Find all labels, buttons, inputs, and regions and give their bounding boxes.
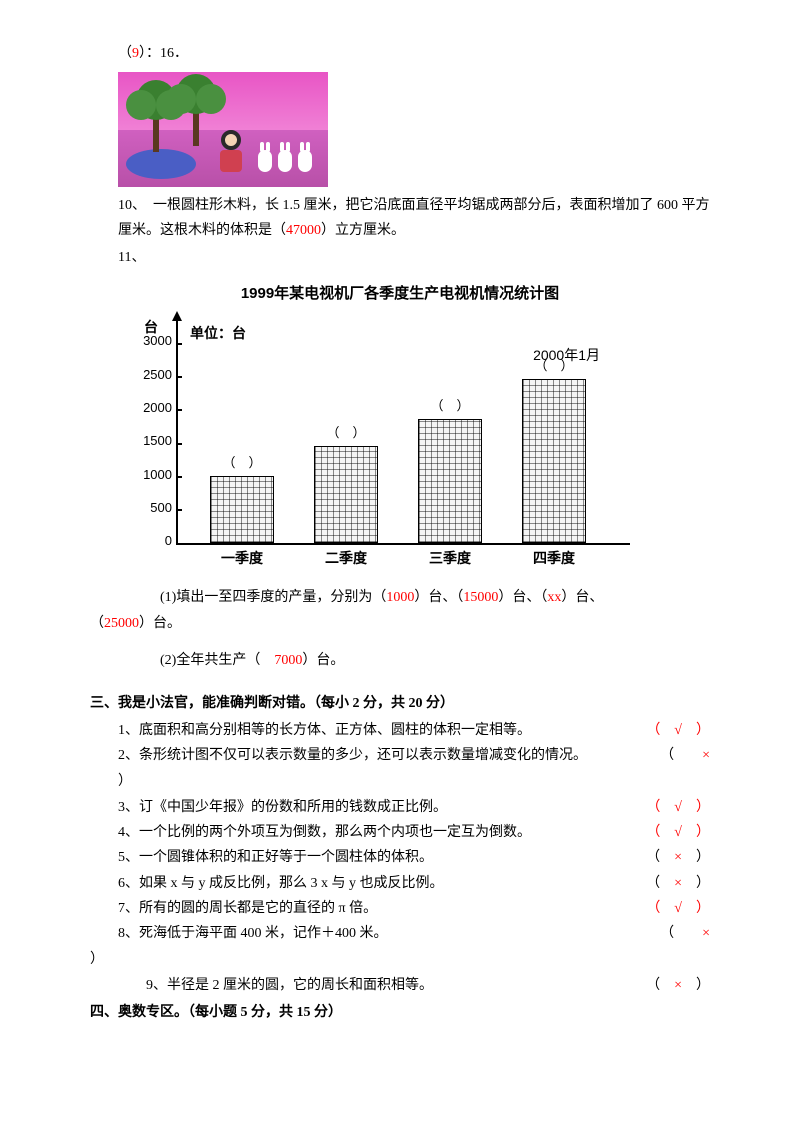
question-11-label: 11、 (90, 245, 710, 270)
y-tick (176, 509, 182, 511)
x-category-label: 二季度 (301, 546, 391, 571)
section-4-heading: 四、奥数专区。（每小题 5 分，共 15 分） (90, 1000, 710, 1025)
judge-7-mark: （ √ ） (646, 896, 710, 921)
judge-6-mark: （ × ） (646, 871, 710, 896)
x-axis-line (176, 543, 630, 545)
y-tick-label: 1500 (138, 429, 172, 452)
q11-2-answer: 7000 (274, 653, 302, 668)
judge-4-mark: （ √ ） (646, 820, 710, 845)
chart-plot-area: 台 单位：台 2000年1月 050010001500200025003000（… (140, 315, 640, 575)
question-9: （9）：16． (90, 41, 710, 66)
q11-sub2: (2)全年共生产（ 7000）台。 (90, 648, 710, 673)
judge-2-mark: （ × (660, 743, 710, 768)
cartoon-illustration (118, 72, 328, 187)
q9-paren-open: （ (118, 46, 132, 61)
judge-7: 7、所有的圆的周长都是它的直径的 π 倍。 （ √ ） (90, 896, 710, 921)
y-tick-label: 1000 (138, 463, 172, 486)
judge-5: 5、一个圆锥体积的和正好等于一个圆柱体的体积。 （ × ） (90, 845, 710, 870)
q11-sub1-line2: （25000）台。 (90, 611, 710, 636)
chart-unit-label: 单位：台 (190, 321, 246, 346)
x-category-label: 三季度 (405, 546, 495, 571)
judge-2-close: ） (90, 769, 710, 794)
x-category-label: 一季度 (197, 546, 287, 571)
judge-4-question: 4、一个比例的两个外项互为倒数，那么两个内项也一定互为倒数。 (118, 825, 531, 840)
judge-8-close: ） (90, 947, 710, 972)
judge-9: 9、半径是 2 厘米的圆，它的周长和面积相等。 （ × ） (90, 973, 710, 998)
judge-8: 8、死海低于海平面 400 米，记作＋400 米。 （ × (90, 921, 710, 946)
judge-9-question: 9、半径是 2 厘米的圆，它的周长和面积相等。 (146, 978, 433, 993)
q10-text: 10、 一根圆柱形木料，长 1.5 厘米，把它沿底面直径平均锯成两部分后，表面积… (118, 198, 710, 238)
judge-2: 2、条形统计图不仅可以表示数量的多少，还可以表示数量增减变化的情况。 （ × (90, 743, 710, 768)
chart-title: 1999年某电视机厂各季度生产电视机情况统计图 (140, 280, 660, 307)
bar-value-placeholder: （ ） (418, 394, 482, 417)
q11-1-ans-c: xx (547, 590, 561, 605)
q10-answer: 47000 (286, 223, 321, 238)
y-tick (176, 543, 182, 545)
judge-9-mark: （ × ） (646, 973, 710, 998)
judge-1-mark: （ √ ） (646, 718, 710, 743)
judge-5-question: 5、一个圆锥体积的和正好等于一个圆柱体的体积。 (118, 850, 433, 865)
q11-1-ans-a: 1000 (386, 590, 414, 605)
y-tick-label: 2500 (138, 363, 172, 386)
y-tick (176, 343, 182, 345)
q9-rest: ）：16． (139, 46, 188, 61)
q9-answer: 9 (132, 46, 139, 61)
judge-3-question: 3、订《中国少年报》的份数和所用的钱数成正比例。 (118, 800, 447, 815)
q11-1-ans-b: 15000 (463, 590, 498, 605)
q11-sub1-line1: (1)填出一至四季度的产量，分别为（1000）台、（15000）台、（xx）台、 (90, 585, 710, 610)
bar-chart: 1999年某电视机厂各季度生产电视机情况统计图 台 单位：台 2000年1月 0… (140, 280, 660, 575)
judge-6-question: 6、如果 x 与 y 成反比例，那么 3 x 与 y 也成反比例。 (118, 876, 444, 891)
y-tick (176, 376, 182, 378)
bar-value-placeholder: （ ） (314, 421, 378, 444)
y-tick (176, 409, 182, 411)
chart-bar (522, 379, 586, 542)
judge-4: 4、一个比例的两个外项互为倒数，那么两个内项也一定互为倒数。 （ √ ） (90, 820, 710, 845)
judge-1: 1、底面积和高分别相等的长方体、正方体、圆柱的体积一定相等。 （ √ ） (90, 718, 710, 743)
chart-bar (418, 419, 482, 542)
judge-8-mark: （ × (660, 921, 710, 946)
x-category-label: 四季度 (509, 546, 599, 571)
judge-6: 6、如果 x 与 y 成反比例，那么 3 x 与 y 也成反比例。 （ × ） (90, 871, 710, 896)
y-tick-label: 2000 (138, 396, 172, 419)
y-tick-label: 3000 (138, 329, 172, 352)
judge-3-mark: （ √ ） (646, 795, 710, 820)
judge-1-question: 1、底面积和高分别相等的长方体、正方体、圆柱的体积一定相等。 (118, 723, 531, 738)
judge-5-mark: （ × ） (646, 845, 710, 870)
question-10: 10、 一根圆柱形木料，长 1.5 厘米，把它沿底面直径平均锯成两部分后，表面积… (90, 193, 710, 243)
y-tick-label: 500 (138, 496, 172, 519)
section-3-heading: 三、我是小法官，能准确判断对错。（每小 2 分，共 20 分） (90, 691, 710, 716)
judge-7-question: 7、所有的圆的周长都是它的直径的 π 倍。 (118, 901, 377, 916)
y-tick-label: 0 (138, 529, 172, 552)
bar-value-placeholder: （ ） (522, 354, 586, 377)
chart-bar (210, 476, 274, 543)
chart-bar (314, 446, 378, 543)
q11-1-ans-d: 25000 (104, 616, 139, 631)
bar-value-placeholder: （ ） (210, 451, 274, 474)
judge-2-question: 2、条形统计图不仅可以表示数量的多少，还可以表示数量增减变化的情况。 (118, 748, 587, 763)
q10-post: ）立方厘米。 (321, 223, 405, 238)
y-tick (176, 476, 182, 478)
y-tick (176, 443, 182, 445)
judge-3: 3、订《中国少年报》的份数和所用的钱数成正比例。 （ √ ） (90, 795, 710, 820)
judge-8-question: 8、死海低于海平面 400 米，记作＋400 米。 (118, 926, 388, 941)
